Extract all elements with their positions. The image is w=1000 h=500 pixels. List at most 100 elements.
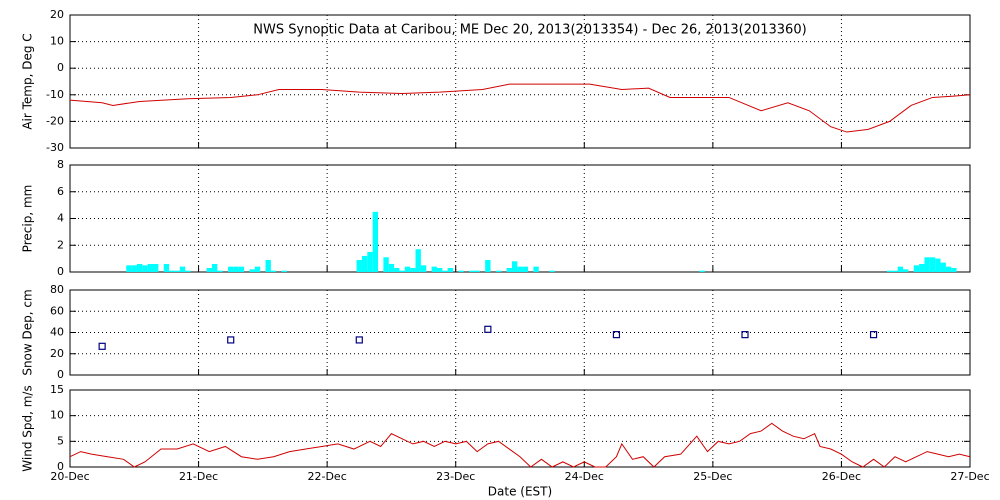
bar (153, 263, 159, 272)
bar (404, 266, 411, 272)
x-tick-label: 20-Dec (50, 470, 89, 483)
x-tick-label: 22-Dec (308, 470, 347, 483)
bar (517, 266, 523, 272)
y-tick-label: -10 (46, 88, 64, 101)
bar (945, 266, 952, 272)
bar (254, 266, 261, 272)
x-tick-label: 26-Dec (822, 470, 861, 483)
bar (388, 263, 395, 272)
x-tick-label: 27-Dec (950, 470, 989, 483)
bar (147, 263, 154, 272)
bar (265, 259, 271, 272)
y-tick-label: 60 (50, 304, 64, 317)
bar (458, 270, 464, 272)
bar (399, 270, 405, 272)
bar (699, 270, 705, 272)
bar (420, 265, 427, 272)
bar (136, 263, 143, 272)
x-axis-label: Date (EST) (488, 485, 552, 499)
y-tick-label: 0 (57, 265, 64, 278)
plot-frame (69, 389, 971, 468)
point (227, 336, 235, 344)
point (484, 325, 492, 333)
bar (361, 255, 368, 272)
y-tick-label: 2 (57, 238, 64, 251)
y-tick-label: 20 (50, 347, 64, 360)
point (612, 331, 621, 339)
bar (410, 267, 416, 272)
bar (185, 270, 191, 272)
bar (951, 267, 957, 272)
bar (892, 270, 898, 272)
point (741, 331, 749, 339)
x-tick-label: 23-Dec (436, 470, 475, 483)
point (355, 336, 363, 344)
data-line (69, 83, 971, 133)
bar (142, 265, 148, 272)
y-tick-label: 10 (50, 35, 64, 48)
bar (506, 267, 512, 272)
bar (372, 211, 379, 272)
bar (431, 266, 437, 272)
bar (163, 263, 170, 272)
bar (549, 270, 555, 272)
bar (356, 259, 362, 272)
bar (174, 270, 180, 272)
bar (383, 257, 389, 272)
x-tick-label: 25-Dec (693, 470, 732, 483)
bar (522, 266, 529, 272)
y-tick-label: 0 (57, 61, 64, 74)
bar (442, 270, 448, 272)
bar (495, 270, 502, 272)
bar (217, 270, 223, 272)
y-tick-label: 0 (57, 460, 64, 473)
bar (886, 270, 893, 272)
bar (238, 266, 245, 272)
bar (169, 270, 175, 272)
x-tick-label: 21-Dec (179, 470, 218, 483)
bar (474, 270, 480, 272)
y-tick-label: -30 (46, 141, 64, 154)
data-line (69, 422, 971, 468)
bar (940, 262, 946, 272)
bar (179, 266, 186, 272)
y-tick-label: 40 (50, 326, 64, 339)
bar (249, 269, 255, 272)
bar (281, 270, 287, 272)
y-tick-label: 10 (50, 409, 64, 422)
bar (206, 267, 212, 272)
bar (913, 265, 920, 272)
bar (903, 269, 909, 272)
x-tick-label: 24-Dec (565, 470, 604, 483)
bar (469, 270, 475, 272)
bar (211, 263, 218, 272)
bar (394, 267, 400, 272)
y-tick-label: 6 (57, 185, 64, 198)
bar (233, 266, 239, 272)
y-axis-label: Wind Spd, m/s (21, 385, 35, 471)
bar (485, 259, 491, 272)
point (98, 342, 106, 350)
bar (367, 251, 373, 272)
bar (929, 257, 936, 272)
bar (415, 249, 421, 272)
bar (897, 266, 904, 272)
bar (919, 263, 925, 272)
bar (228, 266, 234, 272)
bar (935, 258, 941, 272)
y-axis-label: Precip, mm (21, 185, 35, 253)
plot-frame (69, 14, 971, 149)
bar (436, 267, 443, 272)
y-axis-label: Air Temp, Deg C (21, 33, 35, 129)
y-tick-label: 80 (50, 283, 64, 296)
y-tick-label: 0 (57, 368, 64, 381)
y-tick-label: 8 (57, 158, 64, 171)
bar (270, 270, 277, 272)
y-tick-label: -20 (46, 114, 64, 127)
y-tick-label: 15 (50, 383, 64, 396)
bar (533, 266, 539, 272)
bar (511, 261, 518, 272)
bar (447, 267, 454, 272)
y-tick-label: 20 (50, 8, 64, 21)
